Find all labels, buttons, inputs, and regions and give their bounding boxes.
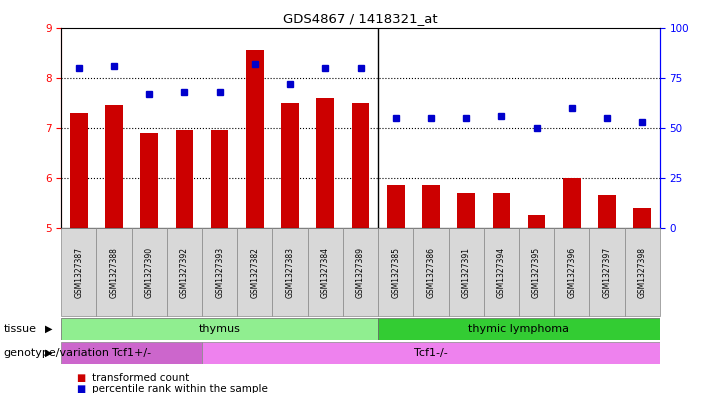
Text: GSM1327384: GSM1327384 (321, 247, 329, 298)
FancyBboxPatch shape (448, 228, 484, 316)
Text: GSM1327386: GSM1327386 (426, 247, 435, 298)
Bar (317, 98, 334, 228)
Text: ■: ■ (76, 384, 85, 393)
FancyBboxPatch shape (589, 228, 624, 316)
FancyBboxPatch shape (202, 228, 237, 316)
Text: GSM1327385: GSM1327385 (392, 247, 400, 298)
Text: ▶: ▶ (45, 324, 53, 334)
FancyBboxPatch shape (378, 228, 413, 316)
Bar (422, 185, 440, 228)
Text: GSM1327393: GSM1327393 (215, 246, 224, 298)
Text: GSM1327398: GSM1327398 (637, 247, 647, 298)
Text: ▶: ▶ (45, 348, 53, 358)
Bar (528, 215, 545, 228)
Bar (246, 50, 264, 228)
FancyBboxPatch shape (132, 228, 167, 316)
Text: GSM1327390: GSM1327390 (145, 246, 154, 298)
Text: GSM1327382: GSM1327382 (250, 247, 260, 298)
FancyBboxPatch shape (61, 342, 202, 364)
Bar (211, 130, 229, 228)
Bar (176, 130, 193, 228)
Text: GSM1327387: GSM1327387 (74, 247, 84, 298)
Text: GSM1327394: GSM1327394 (497, 246, 506, 298)
Bar (281, 103, 299, 228)
FancyBboxPatch shape (61, 318, 378, 340)
FancyBboxPatch shape (237, 228, 273, 316)
Bar (352, 103, 369, 228)
Text: GSM1327388: GSM1327388 (110, 247, 118, 298)
Text: thymic lymphoma: thymic lymphoma (469, 324, 570, 334)
Text: percentile rank within the sample: percentile rank within the sample (92, 384, 267, 393)
Text: GSM1327392: GSM1327392 (180, 247, 189, 298)
Bar (141, 133, 158, 228)
Bar (70, 113, 88, 228)
FancyBboxPatch shape (624, 228, 660, 316)
Bar (633, 208, 651, 228)
Text: transformed count: transformed count (92, 373, 189, 383)
Text: genotype/variation: genotype/variation (4, 348, 110, 358)
FancyBboxPatch shape (484, 228, 519, 316)
Text: Tcf1+/-: Tcf1+/- (112, 348, 151, 358)
Bar (563, 178, 580, 228)
FancyBboxPatch shape (97, 228, 132, 316)
Bar (598, 195, 616, 228)
Bar (105, 105, 123, 228)
Text: GSM1327397: GSM1327397 (603, 246, 611, 298)
Text: GSM1327391: GSM1327391 (461, 247, 471, 298)
Text: Tcf1-/-: Tcf1-/- (414, 348, 448, 358)
FancyBboxPatch shape (519, 228, 554, 316)
Bar (457, 193, 475, 228)
FancyBboxPatch shape (273, 228, 308, 316)
FancyBboxPatch shape (167, 228, 202, 316)
Bar (387, 185, 404, 228)
Text: GSM1327389: GSM1327389 (356, 247, 365, 298)
FancyBboxPatch shape (554, 228, 589, 316)
Text: GSM1327396: GSM1327396 (567, 246, 576, 298)
Text: GDS4867 / 1418321_at: GDS4867 / 1418321_at (283, 12, 438, 25)
Text: thymus: thymus (199, 324, 241, 334)
FancyBboxPatch shape (308, 228, 343, 316)
FancyBboxPatch shape (413, 228, 448, 316)
FancyBboxPatch shape (378, 318, 660, 340)
Text: GSM1327383: GSM1327383 (286, 247, 295, 298)
Bar (492, 193, 510, 228)
Text: tissue: tissue (4, 324, 37, 334)
FancyBboxPatch shape (343, 228, 378, 316)
Text: ■: ■ (76, 373, 85, 383)
Text: GSM1327395: GSM1327395 (532, 246, 541, 298)
FancyBboxPatch shape (61, 228, 97, 316)
FancyBboxPatch shape (202, 342, 660, 364)
